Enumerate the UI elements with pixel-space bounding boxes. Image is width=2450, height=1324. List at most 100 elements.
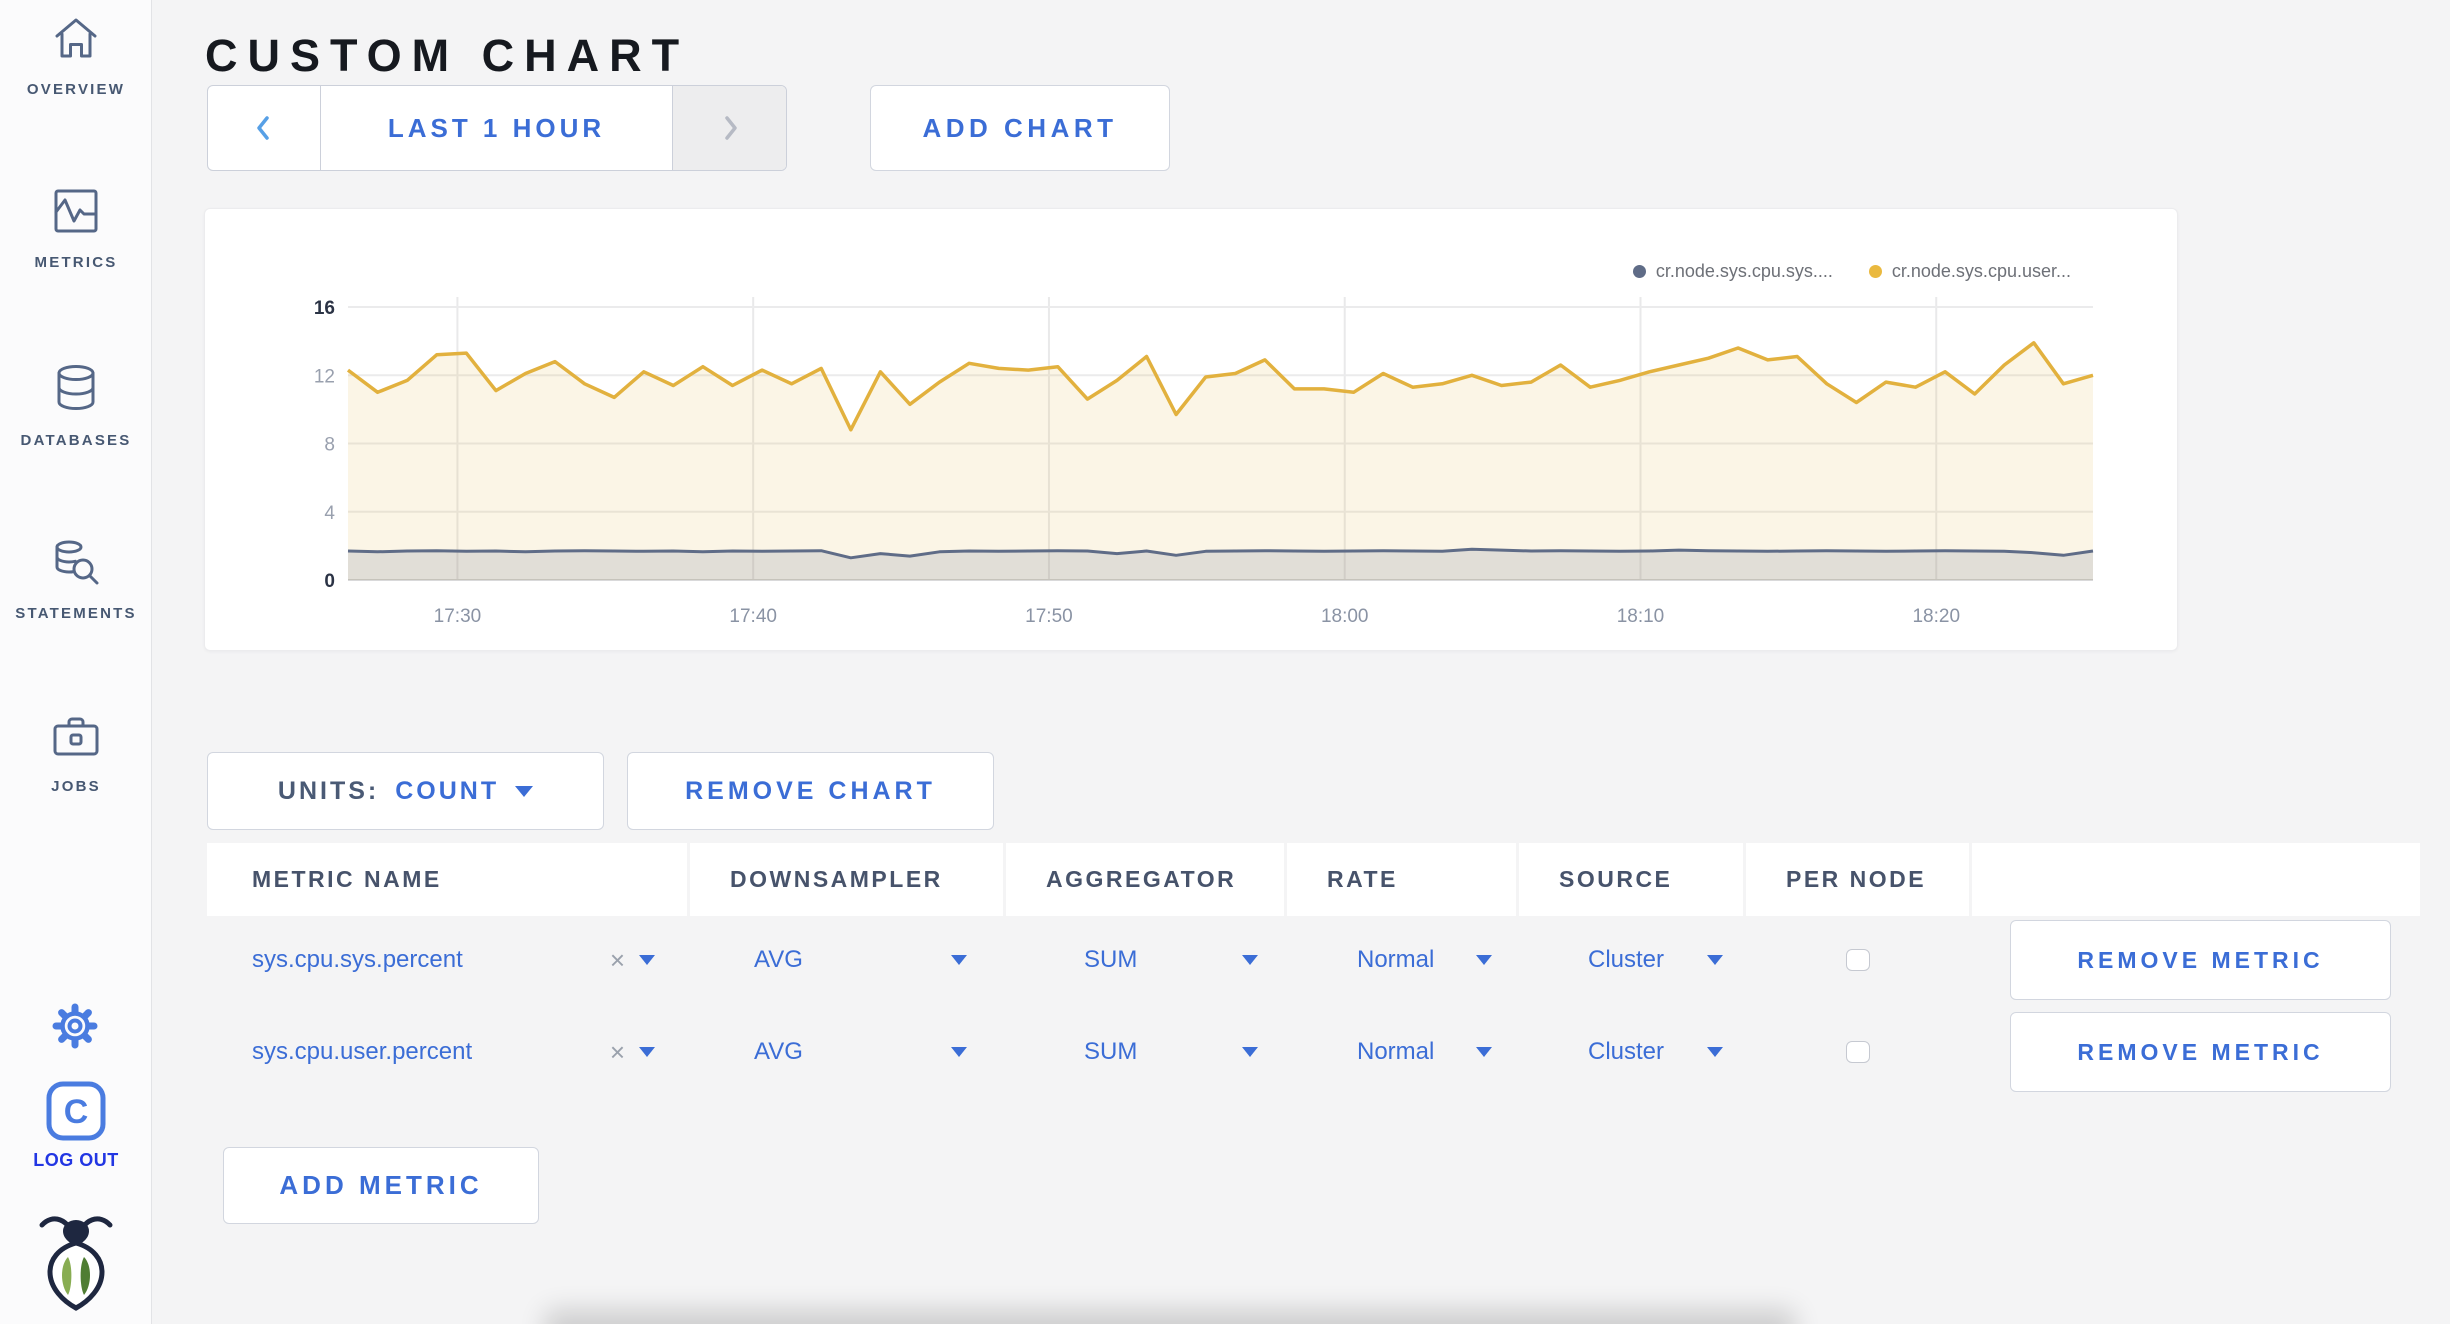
metrics-icon bbox=[54, 189, 98, 233]
column-header-metric-name: METRIC NAME bbox=[207, 843, 687, 916]
aggregator-dropdown[interactable] bbox=[1242, 1047, 1258, 1057]
remove-chart-button[interactable]: REMOVE CHART bbox=[627, 752, 994, 830]
caret-down-icon bbox=[1707, 1047, 1723, 1057]
settings-button[interactable] bbox=[52, 1003, 98, 1054]
c-square-icon: C bbox=[46, 1081, 106, 1141]
caret-down-icon bbox=[1242, 1047, 1258, 1057]
caret-down-icon bbox=[1707, 955, 1723, 965]
timeseries-plot[interactable]: 0 4 8 12 16 17:30 17:40 17:50 18:00 18:10 18:20 bbox=[205, 209, 2177, 650]
time-window-dropdown[interactable]: LAST 1 HOUR bbox=[320, 86, 672, 170]
sidebar-item-metrics[interactable]: METRICS bbox=[0, 188, 152, 271]
chart-legend: cr.node.sys.cpu.sys.... cr.node.sys.cpu.… bbox=[1632, 261, 2071, 282]
rate-dropdown[interactable] bbox=[1476, 1047, 1492, 1057]
svg-text:8: 8 bbox=[324, 435, 335, 456]
downsampler-dropdown[interactable] bbox=[951, 955, 967, 965]
legend-label: cr.node.sys.cpu.sys.... bbox=[1655, 261, 1833, 281]
caret-down-icon bbox=[951, 1047, 967, 1057]
caret-down-icon bbox=[1476, 1047, 1492, 1057]
chevron-left-icon bbox=[257, 116, 269, 140]
chart-card: 0 4 8 12 16 17:30 17:40 17:50 18:00 18:10 18:20 cr… bbox=[204, 208, 2178, 651]
per-node-checkbox[interactable] bbox=[1845, 949, 1870, 971]
source-value: Cluster bbox=[1588, 1038, 1665, 1065]
svg-text:12: 12 bbox=[314, 366, 335, 387]
svg-text:16: 16 bbox=[314, 298, 335, 319]
aggregator-value: SUM bbox=[1084, 946, 1138, 973]
table-row: sys.cpu.sys.percent × AVG SUM Normal Clu… bbox=[207, 920, 2423, 1000]
aggregator-dropdown[interactable] bbox=[1242, 955, 1258, 965]
source-value: Cluster bbox=[1588, 946, 1665, 973]
time-window-prev-button[interactable] bbox=[208, 86, 320, 170]
svg-text:0: 0 bbox=[324, 571, 335, 592]
sidebar-item-label: OVERVIEW bbox=[26, 81, 126, 98]
caret-down-icon bbox=[515, 785, 534, 797]
column-header-actions bbox=[1972, 843, 2420, 916]
briefcase-icon bbox=[53, 717, 99, 756]
svg-text:18:10: 18:10 bbox=[1617, 606, 1665, 627]
clear-metric-icon[interactable]: × bbox=[609, 1036, 625, 1067]
metric-name-dropdown[interactable]: × bbox=[610, 945, 655, 976]
remove-metric-button[interactable]: REMOVE METRIC bbox=[2010, 1012, 2391, 1092]
add-metric-button[interactable]: ADD METRIC bbox=[223, 1147, 539, 1224]
caret-down-icon bbox=[1476, 955, 1492, 965]
sidebar-item-statements[interactable]: STATEMENTS bbox=[0, 539, 152, 622]
statements-icon bbox=[55, 540, 99, 585]
sidebar-item-label: STATEMENTS bbox=[15, 605, 137, 622]
sidebar: OVERVIEW METRICS DATABASES bbox=[0, 0, 152, 1324]
svg-text:C: C bbox=[64, 1093, 89, 1131]
units-dropdown[interactable]: UNITS: COUNT bbox=[207, 752, 604, 830]
caret-down-icon bbox=[639, 1047, 655, 1057]
caret-down-icon bbox=[639, 955, 655, 965]
legend-label: cr.node.sys.cpu.user... bbox=[1891, 261, 2071, 281]
page-title: CUSTOM CHART bbox=[205, 30, 690, 82]
downsampler-value: AVG bbox=[754, 1038, 803, 1065]
cockroach-c-logo[interactable]: C bbox=[45, 1080, 107, 1147]
logout-button[interactable]: LOG OUT bbox=[33, 1150, 119, 1170]
sidebar-item-label: JOBS bbox=[51, 778, 101, 795]
legend-item-sys[interactable]: cr.node.sys.cpu.sys.... bbox=[1632, 261, 1833, 282]
downsampler-value: AVG bbox=[754, 946, 803, 973]
rate-value: Normal bbox=[1357, 1038, 1435, 1065]
sidebar-item-overview[interactable]: OVERVIEW bbox=[0, 15, 152, 98]
downsampler-dropdown[interactable] bbox=[951, 1047, 967, 1057]
cockroach-bug-icon bbox=[39, 1216, 113, 1311]
sidebar-item-jobs[interactable]: JOBS bbox=[0, 714, 152, 795]
metric-name-value[interactable]: sys.cpu.sys.percent bbox=[252, 946, 463, 973]
time-window-next-button[interactable] bbox=[672, 86, 786, 170]
rate-dropdown[interactable] bbox=[1476, 955, 1492, 965]
legend-item-user[interactable]: cr.node.sys.cpu.user... bbox=[1868, 261, 2071, 282]
per-node-checkbox[interactable] bbox=[1845, 1041, 1870, 1063]
remove-metric-button[interactable]: REMOVE METRIC bbox=[2010, 920, 2391, 1000]
sidebar-item-databases[interactable]: DATABASES bbox=[0, 364, 152, 449]
sidebar-item-label: METRICS bbox=[34, 254, 118, 271]
column-header-downsampler: DOWNSAMPLER bbox=[690, 843, 1003, 916]
units-value: COUNT bbox=[395, 776, 500, 805]
svg-text:18:20: 18:20 bbox=[1912, 606, 1960, 627]
gear-icon bbox=[52, 1003, 98, 1049]
svg-text:17:50: 17:50 bbox=[1025, 606, 1073, 627]
svg-text:17:30: 17:30 bbox=[434, 606, 482, 627]
legend-dot-sys-icon bbox=[1632, 265, 1646, 278]
legend-dot-user-icon bbox=[1868, 265, 1882, 278]
column-header-source: SOURCE bbox=[1519, 843, 1743, 916]
table-row: sys.cpu.user.percent × AVG SUM Normal Cl… bbox=[207, 1012, 2423, 1092]
source-dropdown[interactable] bbox=[1707, 1047, 1723, 1057]
home-icon bbox=[55, 18, 97, 58]
units-label: UNITS: bbox=[277, 776, 380, 805]
source-dropdown[interactable] bbox=[1707, 955, 1723, 965]
caret-down-icon bbox=[951, 955, 967, 965]
rate-value: Normal bbox=[1357, 946, 1435, 973]
chevron-right-icon bbox=[724, 116, 737, 140]
caret-down-icon bbox=[1242, 955, 1258, 965]
column-header-rate: RATE bbox=[1287, 843, 1516, 916]
clear-metric-icon[interactable]: × bbox=[609, 944, 625, 975]
svg-text:17:40: 17:40 bbox=[729, 606, 777, 627]
metric-name-dropdown[interactable]: × bbox=[610, 1037, 655, 1068]
column-header-aggregator: AGGREGATOR bbox=[1006, 843, 1284, 916]
svg-text:18:00: 18:00 bbox=[1321, 606, 1369, 627]
sidebar-item-label: DATABASES bbox=[20, 432, 132, 449]
add-chart-button[interactable]: ADD CHART bbox=[870, 85, 1170, 171]
svg-text:4: 4 bbox=[324, 503, 335, 524]
time-window-selector: LAST 1 HOUR bbox=[207, 85, 787, 171]
metric-name-value[interactable]: sys.cpu.user.percent bbox=[252, 1038, 473, 1065]
